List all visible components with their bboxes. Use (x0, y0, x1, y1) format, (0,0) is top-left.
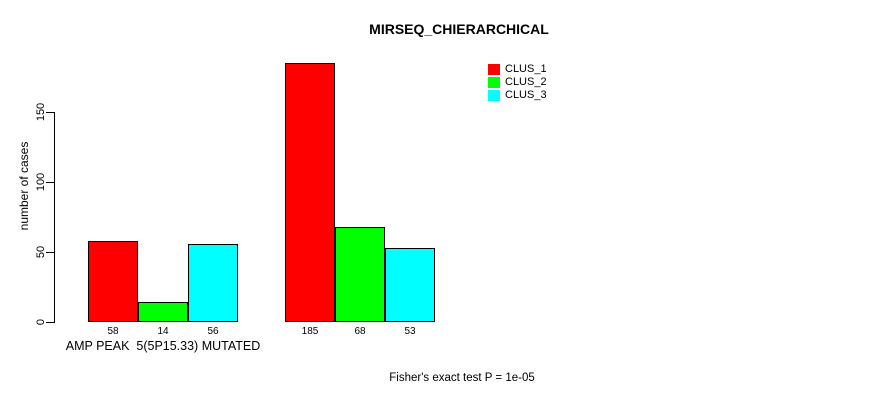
legend-swatch-icon (488, 64, 500, 75)
bar-clus_2-group2 (335, 226, 385, 322)
y-axis-tick (46, 181, 54, 183)
legend-label: CLUS_3 (505, 88, 547, 101)
y-axis-tick-label: 50 (35, 245, 47, 259)
x-group-label: AMP PEAK 5(5P15.33) MUTATED (65, 339, 261, 353)
legend-swatch-icon (488, 76, 500, 88)
y-axis-tick (46, 251, 54, 253)
bar-clus_3-group2 (385, 247, 435, 322)
bar-clus_1-group2 (285, 63, 335, 322)
bar-clus_3-group1 (188, 243, 238, 322)
legend-swatch-icon (488, 89, 500, 101)
bar-value-label: 68 (354, 326, 366, 337)
y-axis-tick (46, 321, 54, 323)
legend-row: CLUS_2 (488, 75, 547, 88)
y-axis-tick-label: 100 (35, 172, 47, 192)
y-axis-line (54, 112, 55, 323)
bar-value-label: 56 (207, 326, 219, 337)
y-axis-tick-label: 0 (35, 318, 47, 326)
legend-row: CLUS_1 (488, 64, 547, 75)
bar-clus_2-group1 (138, 302, 188, 322)
bar-value-label: 58 (107, 326, 119, 337)
stat-annotation: Fisher's exact test P = 1e-05 (389, 372, 535, 384)
legend: CLUS_1 CLUS_2 CLUS_3 (488, 64, 547, 102)
chart-title: MIRSEQ_CHIERARCHICAL (369, 21, 549, 37)
y-axis-tick-label: 150 (35, 102, 47, 122)
legend-label: CLUS_2 (505, 75, 547, 88)
legend-row: CLUS_3 (488, 88, 547, 101)
bar-value-label: 14 (157, 326, 169, 337)
bar-value-label: 53 (404, 326, 416, 337)
legend-label: CLUS_1 (505, 63, 547, 75)
y-axis-tick (46, 111, 54, 113)
bar-clus_1-group1 (88, 240, 138, 322)
y-axis-label: number of cases (17, 141, 31, 231)
bar-value-label: 185 (301, 326, 319, 337)
